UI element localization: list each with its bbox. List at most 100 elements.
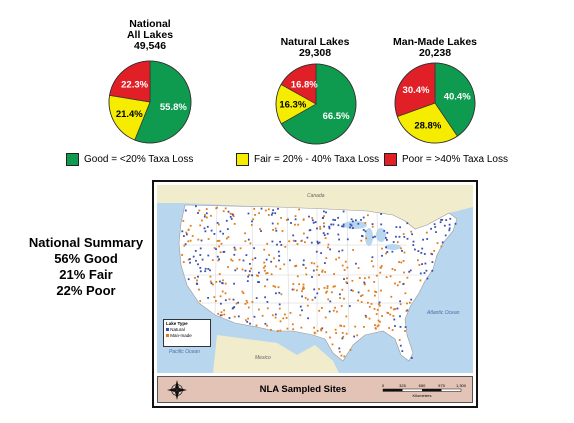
- site-manmade: [345, 281, 348, 284]
- site-natural: [350, 289, 353, 292]
- site-manmade: [266, 242, 269, 245]
- site-manmade: [297, 223, 300, 226]
- site-manmade: [222, 210, 225, 213]
- site-manmade: [374, 324, 376, 327]
- site-manmade: [279, 268, 282, 270]
- site-manmade: [351, 279, 354, 282]
- site-manmade: [379, 271, 382, 274]
- site-natural: [192, 255, 195, 258]
- canada-land: [157, 185, 473, 229]
- site-natural: [195, 205, 197, 208]
- site-natural: [310, 241, 313, 244]
- site-manmade: [276, 222, 279, 225]
- site-manmade: [372, 265, 375, 268]
- site-manmade: [231, 259, 234, 262]
- site-manmade: [316, 330, 319, 332]
- site-natural: [309, 229, 312, 231]
- site-manmade: [305, 273, 308, 276]
- site-manmade: [276, 330, 279, 332]
- site-manmade: [354, 325, 357, 328]
- site-manmade: [266, 272, 269, 274]
- site-manmade: [375, 274, 378, 277]
- site-manmade: [216, 206, 218, 209]
- site-manmade: [238, 258, 241, 261]
- site-natural: [332, 223, 335, 226]
- site-natural: [406, 222, 409, 225]
- pie-label-fair: 21.4%: [116, 109, 143, 120]
- pie-label-poor: 22.3%: [121, 79, 148, 90]
- site-natural: [230, 218, 233, 220]
- map-title: NLA Sampled Sites: [259, 384, 347, 395]
- site-manmade: [219, 295, 222, 298]
- site-manmade: [284, 313, 286, 316]
- site-natural: [324, 262, 326, 264]
- site-natural: [299, 305, 302, 308]
- site-manmade: [349, 349, 352, 351]
- site-manmade: [263, 261, 266, 264]
- site-natural: [323, 210, 325, 213]
- site-natural: [258, 281, 260, 283]
- site-natural: [399, 326, 402, 328]
- site-manmade: [368, 305, 371, 308]
- site-manmade: [217, 259, 220, 262]
- site-manmade: [267, 208, 270, 211]
- national-summary: National Summary 56% Good 21% Fair 22% P…: [26, 235, 146, 299]
- legend-label-good: Good = <20% Taxa Loss: [84, 154, 194, 165]
- site-natural: [215, 248, 217, 250]
- legend-item-poor: Poor = >40% Taxa Loss: [384, 153, 508, 166]
- pie-charts: 55.8% 21.4% 22.3% 66.5% 16.3% 16.8% 40.4% 28.8%…: [108, 60, 476, 145]
- site-natural: [399, 344, 402, 347]
- site-natural: [209, 269, 211, 272]
- site-manmade: [280, 217, 282, 219]
- site-natural: [316, 240, 319, 243]
- site-natural: [411, 233, 413, 236]
- site-natural: [328, 227, 331, 230]
- site-manmade: [358, 277, 361, 279]
- site-manmade: [389, 313, 392, 316]
- site-natural: [337, 233, 340, 236]
- site-natural: [363, 281, 366, 284]
- site-natural: [341, 225, 343, 228]
- site-natural: [274, 313, 277, 316]
- site-manmade: [326, 285, 329, 287]
- site-manmade: [302, 288, 304, 290]
- site-natural: [410, 357, 413, 359]
- site-natural: [423, 272, 426, 274]
- site-manmade: [320, 329, 323, 332]
- site-manmade: [338, 256, 340, 259]
- site-natural: [403, 236, 406, 238]
- site-natural: [292, 234, 295, 237]
- site-manmade: [391, 329, 394, 331]
- site-natural: [204, 230, 207, 233]
- site-manmade: [224, 207, 227, 210]
- site-manmade: [300, 240, 303, 242]
- map-legend-manmade: Man-made: [166, 333, 208, 339]
- pie-outline: [275, 63, 357, 145]
- map-legend-title: Lake Type: [166, 321, 188, 326]
- site-manmade: [249, 242, 252, 245]
- site-manmade: [302, 286, 305, 288]
- site-natural: [210, 282, 213, 285]
- pie-label-poor: 30.4%: [403, 85, 430, 96]
- site-manmade: [374, 290, 376, 293]
- site-manmade: [344, 260, 347, 263]
- pie-title-manmade: Man-Made Lakes 20,238: [380, 37, 490, 59]
- site-manmade: [376, 309, 379, 311]
- site-manmade: [319, 225, 321, 228]
- map-svg: [157, 185, 473, 373]
- site-manmade: [335, 332, 337, 334]
- scale-tick-label: 975: [438, 383, 445, 388]
- site-natural: [330, 223, 333, 226]
- site-manmade: [425, 231, 428, 234]
- site-manmade: [368, 276, 370, 279]
- site-manmade: [224, 292, 227, 295]
- site-natural: [318, 241, 321, 244]
- site-natural: [278, 303, 281, 306]
- site-manmade: [187, 240, 190, 243]
- site-manmade: [306, 298, 309, 301]
- site-natural: [242, 259, 245, 262]
- site-natural: [337, 224, 340, 227]
- site-manmade: [396, 241, 399, 244]
- site-natural: [251, 220, 253, 223]
- site-natural: [393, 318, 396, 321]
